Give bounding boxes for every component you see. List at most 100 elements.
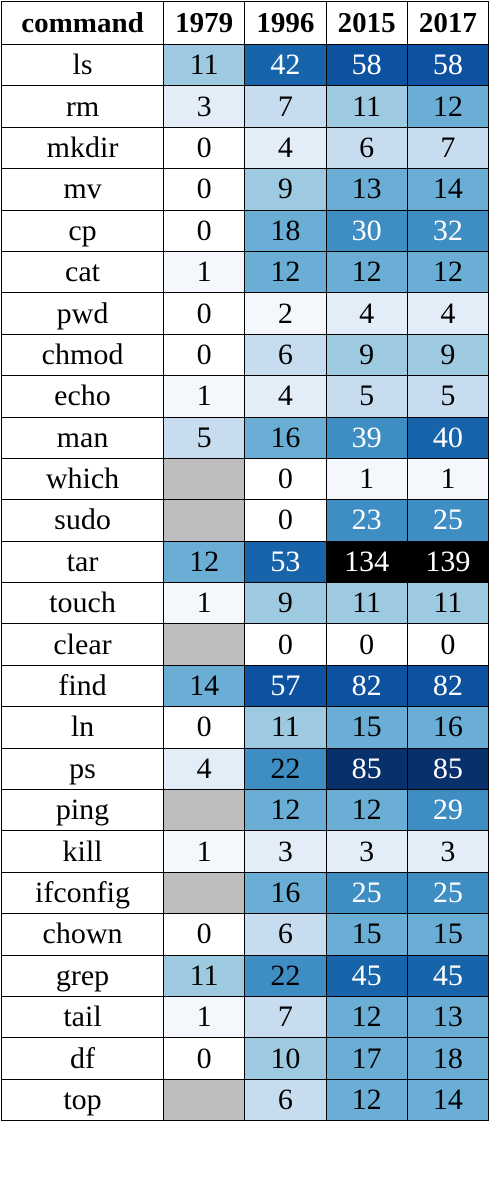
row-label-df: df [2, 1038, 164, 1079]
heatmap-cell: 4 [407, 293, 488, 334]
row-label-pwd: pwd [2, 293, 164, 334]
heatmap-cell: 9 [326, 334, 407, 375]
heatmap-cell: 11 [245, 707, 326, 748]
heatmap-cell: 53 [245, 541, 326, 582]
table-row: kill 1 3 3 3 [2, 831, 489, 872]
table-row: find 14 57 82 82 [2, 665, 489, 706]
row-label-top: top [2, 1079, 164, 1120]
heatmap-cell: 12 [326, 251, 407, 292]
heatmap-cell: 12 [245, 251, 326, 292]
heatmap-cell: 40 [407, 417, 488, 458]
heatmap-cell: 14 [407, 169, 488, 210]
row-label-kill: kill [2, 831, 164, 872]
heatmap-cell: 0 [245, 458, 326, 499]
table-row: clear 0 0 0 [2, 624, 489, 665]
row-label-mv: mv [2, 169, 164, 210]
heatmap-cell: 4 [164, 748, 245, 789]
table-row: grep 11 22 45 45 [2, 955, 489, 996]
row-label-sudo: sudo [2, 500, 164, 541]
heatmap-cell: 11 [326, 86, 407, 127]
heatmap-cell: 6 [245, 914, 326, 955]
heatmap-cell: 25 [326, 872, 407, 913]
heatmap-cell: 14 [164, 665, 245, 706]
heatmap-cell: 12 [164, 541, 245, 582]
row-label-ls: ls [2, 45, 164, 86]
heatmap-cell: 1 [164, 831, 245, 872]
row-label-man: man [2, 417, 164, 458]
table-row: ln 0 11 15 16 [2, 707, 489, 748]
heatmap-cell [164, 624, 245, 665]
heatmap-cell: 0 [164, 707, 245, 748]
row-label-ln: ln [2, 707, 164, 748]
heatmap-cell: 57 [245, 665, 326, 706]
table-row: ifconfig 16 25 25 [2, 872, 489, 913]
heatmap-cell: 1 [164, 251, 245, 292]
heatmap-cell: 18 [407, 1038, 488, 1079]
heatmap-cell: 11 [164, 955, 245, 996]
heatmap-cell: 16 [407, 707, 488, 748]
heatmap-cell: 0 [245, 500, 326, 541]
row-label-rm: rm [2, 86, 164, 127]
heatmap-body: ls 11 42 58 58 rm 3 7 11 12 mkdir 0 4 6 7 mv 0 9 13 14 cp 0 18… [2, 45, 489, 1121]
heatmap-cell: 58 [326, 45, 407, 86]
heatmap-cell: 12 [326, 996, 407, 1037]
heatmap-cell: 39 [326, 417, 407, 458]
table-row: echo 1 4 5 5 [2, 376, 489, 417]
heatmap-cell: 82 [326, 665, 407, 706]
table-row: top 6 12 14 [2, 1079, 489, 1120]
column-header-command: command [2, 2, 164, 45]
row-label-mkdir: mkdir [2, 127, 164, 168]
heatmap-cell: 32 [407, 210, 488, 251]
table-row: ps 4 22 85 85 [2, 748, 489, 789]
heatmap-cell: 7 [245, 86, 326, 127]
row-label-clear: clear [2, 624, 164, 665]
heatmap-cell: 1 [407, 458, 488, 499]
heatmap-cell: 15 [326, 914, 407, 955]
heatmap-cell: 6 [326, 127, 407, 168]
heatmap-cell: 9 [245, 583, 326, 624]
heatmap-cell: 25 [407, 872, 488, 913]
heatmap-cell: 12 [326, 790, 407, 831]
row-label-ping: ping [2, 790, 164, 831]
table-row: man 5 16 39 40 [2, 417, 489, 458]
table-row: pwd 0 2 4 4 [2, 293, 489, 334]
row-label-grep: grep [2, 955, 164, 996]
row-label-chmod: chmod [2, 334, 164, 375]
table-row: mkdir 0 4 6 7 [2, 127, 489, 168]
heatmap-cell: 45 [407, 955, 488, 996]
heatmap-cell: 0 [164, 169, 245, 210]
heatmap-cell: 0 [164, 1038, 245, 1079]
heatmap-cell: 7 [407, 127, 488, 168]
heatmap-cell: 23 [326, 500, 407, 541]
heatmap-cell: 3 [245, 831, 326, 872]
heatmap-cell: 14 [407, 1079, 488, 1120]
column-header-2015: 2015 [326, 2, 407, 45]
heatmap-cell: 11 [164, 45, 245, 86]
row-label-ifconfig: ifconfig [2, 872, 164, 913]
heatmap-cell: 9 [407, 334, 488, 375]
heatmap-cell: 6 [245, 1079, 326, 1120]
row-label-cat: cat [2, 251, 164, 292]
heatmap-cell: 2 [245, 293, 326, 334]
heatmap-cell: 4 [326, 293, 407, 334]
heatmap-cell: 82 [407, 665, 488, 706]
heatmap-cell: 134 [326, 541, 407, 582]
heatmap-cell: 13 [326, 169, 407, 210]
column-header-2017: 2017 [407, 2, 488, 45]
heatmap-table: command 1979 1996 2015 2017 ls 11 42 58 58 rm… [1, 1, 489, 1121]
table-row: mv 0 9 13 14 [2, 169, 489, 210]
heatmap-cell: 0 [164, 334, 245, 375]
table-row: sudo 0 23 25 [2, 500, 489, 541]
heatmap-cell: 1 [326, 458, 407, 499]
row-label-tail: tail [2, 996, 164, 1037]
table-row: ping 12 12 29 [2, 790, 489, 831]
heatmap-cell: 12 [326, 1079, 407, 1120]
heatmap-cell: 11 [326, 583, 407, 624]
heatmap-cell: 15 [407, 914, 488, 955]
heatmap-cell: 15 [326, 707, 407, 748]
header-row: command 1979 1996 2015 2017 [2, 2, 489, 45]
heatmap-cell: 16 [245, 872, 326, 913]
heatmap-cell: 6 [245, 334, 326, 375]
table-row: tar 12 53 134 139 [2, 541, 489, 582]
heatmap-cell: 12 [407, 86, 488, 127]
